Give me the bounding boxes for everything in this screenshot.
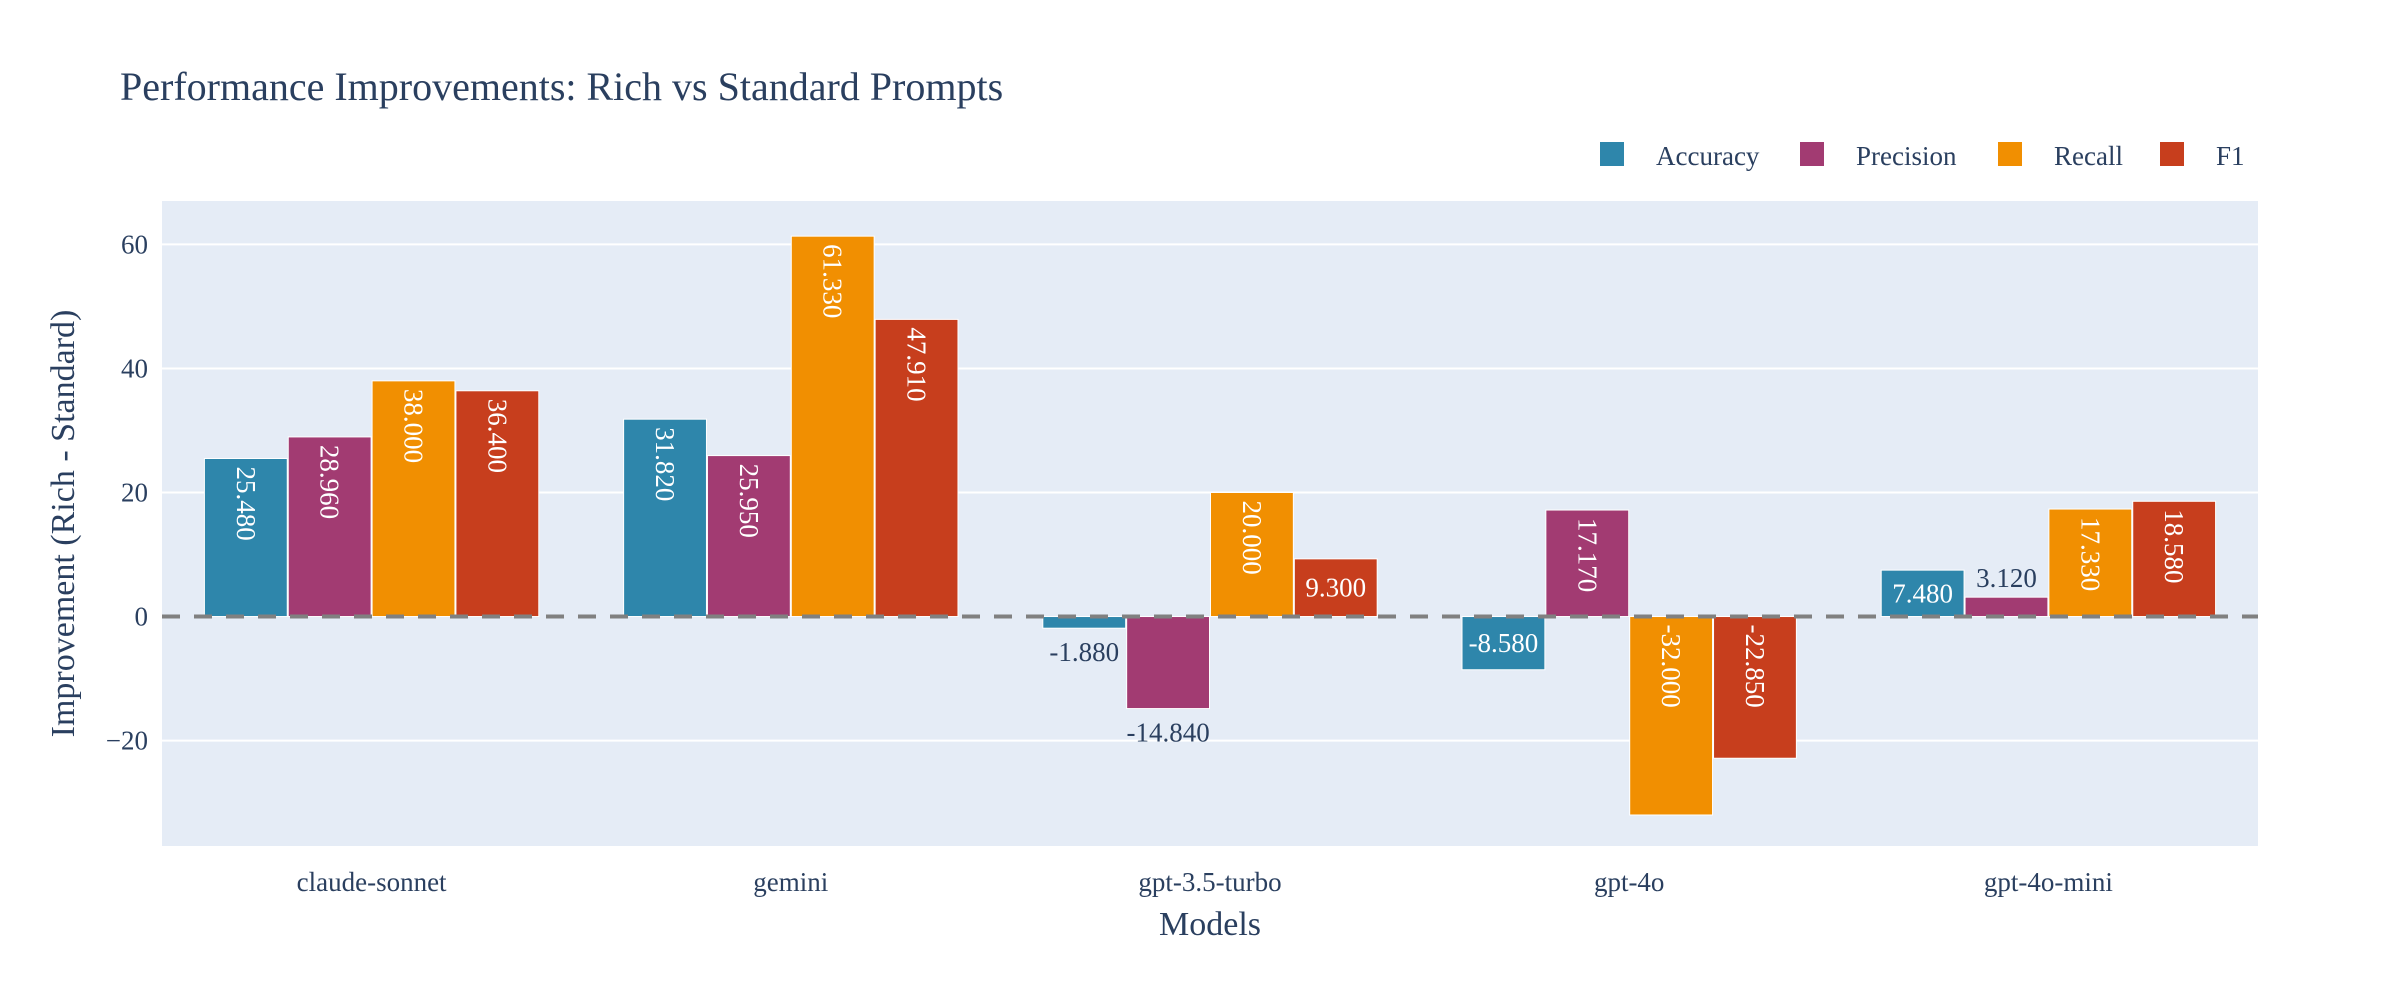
bar-precision-gpt-3.5-turbo <box>1126 616 1211 710</box>
bars <box>203 235 2217 816</box>
bar-label: -1.880 <box>1049 637 1119 667</box>
legend-swatch-accuracy <box>1600 142 1624 166</box>
x-tick-label: gemini <box>753 867 828 897</box>
bar-label: 3.120 <box>1976 563 2037 593</box>
x-tick-label: gpt-3.5-turbo <box>1138 867 1281 897</box>
y-axis-title: Improvement (Rich - Standard) <box>45 310 82 738</box>
bar-accuracy-gpt-4o <box>1461 616 1546 671</box>
bar-f1-gpt-4o-mini <box>2132 500 2217 618</box>
bar-precision-gpt-4o <box>1545 509 1630 618</box>
bar-recall-gpt-3.5-turbo <box>1210 491 1294 618</box>
bar-label: 17.170 <box>1572 518 1602 592</box>
x-axis-title: Models <box>1159 906 1261 943</box>
y-tick-label: 0 <box>135 602 149 632</box>
legend-label-recall: Recall <box>2054 141 2123 171</box>
y-tick-label: 60 <box>121 229 148 259</box>
bar-recall-claude-sonnet <box>371 380 456 618</box>
x-tick-label: gpt-4o <box>1594 867 1665 897</box>
bar-label: 28.960 <box>315 445 345 519</box>
y-tick-label: 20 <box>121 477 148 507</box>
chart-title: Performance Improvements: Rich vs Standa… <box>120 64 1003 109</box>
bar-label: 25.480 <box>231 467 261 541</box>
x-tick-label: claude-sonnet <box>297 867 447 897</box>
bar-label: 18.580 <box>2159 509 2189 583</box>
bar-label: 36.400 <box>482 399 512 473</box>
legend-label-accuracy: Accuracy <box>1656 141 1760 171</box>
bar-recall-gemini <box>790 235 875 618</box>
bar-precision-gemini <box>706 455 791 618</box>
bar-label: -8.580 <box>1469 628 1539 658</box>
bar-f1-gpt-4o <box>1713 616 1797 759</box>
bar-recall-gpt-4o <box>1629 616 1714 816</box>
bar-f1-gpt-3.5-turbo <box>1293 558 1378 618</box>
legend: Accuracy Precision Recall F1 <box>1600 141 2245 171</box>
x-tick-label: gpt-4o-mini <box>1984 867 2113 897</box>
bar-f1-claude-sonnet <box>455 390 540 618</box>
legend-swatch-precision <box>1800 142 1824 166</box>
bar-label: 9.300 <box>1305 573 1366 603</box>
bar-label: 31.820 <box>650 427 680 501</box>
bar-label: 47.910 <box>902 327 932 401</box>
bar-label: 38.000 <box>399 389 429 463</box>
bar-accuracy-gpt-3.5-turbo <box>1042 616 1127 629</box>
y-axis-ticks: −20 0 20 40 60 <box>106 229 148 755</box>
legend-label-precision: Precision <box>1856 141 1957 171</box>
x-axis-ticks: claude-sonnet gemini gpt-3.5-turbo gpt-4o gp… <box>297 867 2113 897</box>
bar-label: -32.000 <box>1656 625 1686 708</box>
bar-label: 20.000 <box>1237 500 1267 574</box>
bar-f1-gemini <box>874 318 959 618</box>
bar-accuracy-gpt-4o-mini <box>1880 569 1965 618</box>
legend-label-f1: F1 <box>2216 141 2245 171</box>
bar-label: -22.850 <box>1740 625 1770 708</box>
legend-swatch-recall <box>1998 142 2022 166</box>
y-tick-label: −20 <box>106 726 148 756</box>
bar-labels: 25.480 31.820 -1.880 -8.580 7.480 28.960 25.95… <box>231 244 2189 747</box>
bar-label: 17.330 <box>2075 517 2105 591</box>
bar-recall-gpt-4o-mini <box>2048 508 2133 618</box>
bar-precision-gpt-4o-mini <box>1964 596 2049 618</box>
bar-label: -14.840 <box>1126 718 1209 748</box>
bar-label: 61.330 <box>818 244 848 318</box>
bar-accuracy-claude-sonnet <box>203 458 288 618</box>
y-tick-label: 40 <box>121 353 148 383</box>
bar-label: 25.950 <box>734 464 764 538</box>
bar-label: 7.480 <box>1892 578 1953 608</box>
legend-swatch-f1 <box>2160 142 2184 166</box>
bar-accuracy-gemini <box>623 418 707 618</box>
